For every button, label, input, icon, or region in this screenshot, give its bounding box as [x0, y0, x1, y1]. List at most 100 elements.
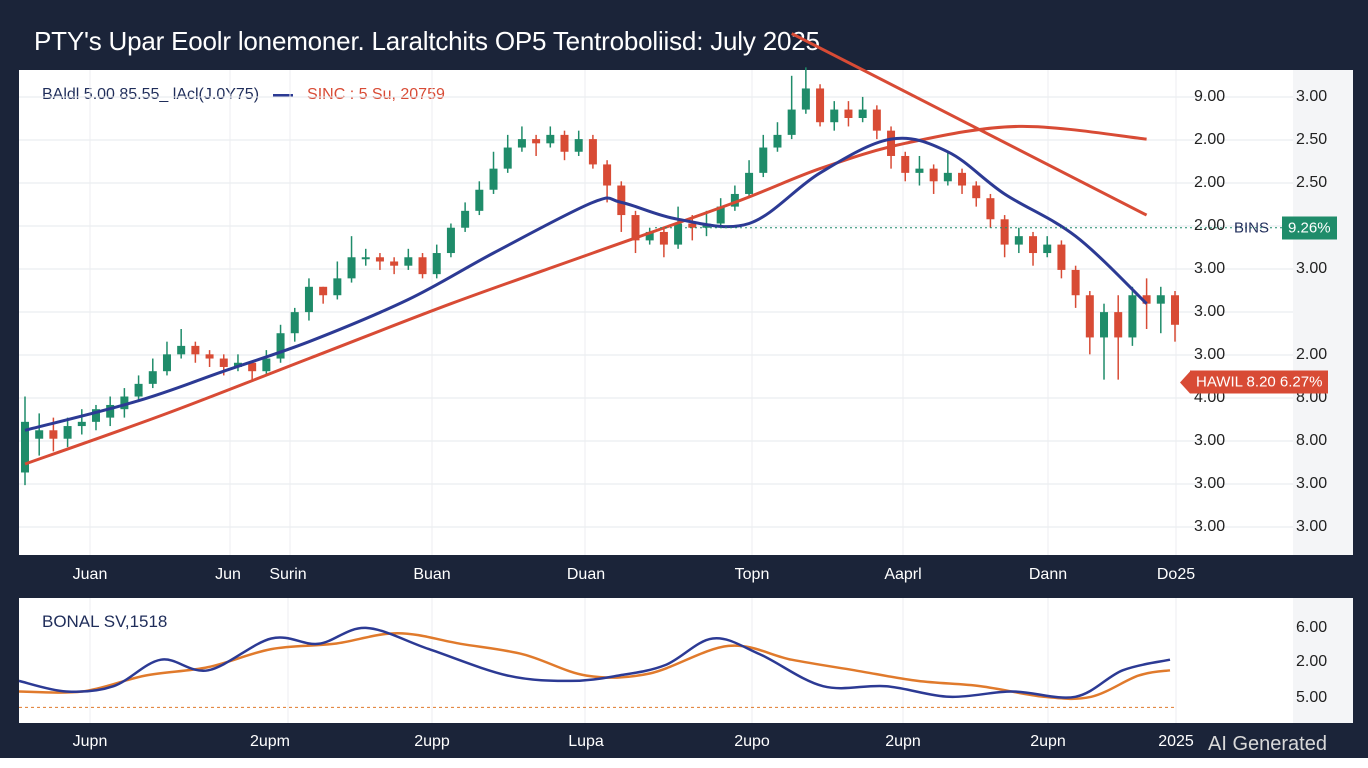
candle-down — [49, 430, 58, 439]
last-price-tag: HAWIL 8.20 6.27% — [1190, 370, 1329, 394]
candle-up — [35, 430, 44, 439]
candle-up — [347, 257, 356, 279]
y-tick-label-outer: 3.00 — [1296, 260, 1328, 277]
y-tick-label-inner: 3.00 — [1194, 346, 1226, 363]
oscillator-label: BONAL SV,1518 — [42, 612, 168, 631]
candle-up — [276, 333, 285, 359]
candle-up — [106, 404, 115, 418]
y-tick-label-inner: 3.00 — [1194, 518, 1226, 535]
y-tick-label-osc: 5.00 — [1296, 689, 1328, 706]
candle-down — [560, 134, 569, 152]
oscillator-fast-line — [18, 626, 1171, 699]
candle-down — [929, 168, 938, 182]
candle-up — [489, 168, 498, 190]
candle-up — [304, 286, 313, 313]
candle-up — [262, 358, 271, 372]
candle-down — [844, 109, 853, 118]
candle-up — [177, 345, 186, 355]
red-ma-line — [24, 124, 1147, 466]
legend-blue-label: BAldl 5.00 85.55_ lAcl(J.0Y75) — [42, 86, 260, 103]
x-tick-label-osc: Jupn — [72, 733, 108, 750]
y-tick-label-outer: 2.00 — [1296, 346, 1328, 363]
legend: BAldl 5.00 85.55_ lAcl(J.0Y75) SINC : 5 … — [42, 86, 445, 104]
candle-up — [517, 139, 526, 148]
candle-down — [248, 362, 257, 372]
x-tick-label-osc: 2upo — [734, 733, 770, 750]
candle-up — [574, 139, 583, 152]
y-tick-label-outer: 8.00 — [1296, 432, 1328, 449]
candle-up — [943, 172, 952, 182]
legend-blue-swatch — [273, 93, 294, 97]
candle-down — [1114, 312, 1123, 338]
legend-red-label: SINC : 5 Su, 20759 — [307, 86, 445, 103]
candle-down — [191, 345, 200, 355]
y-tick-label-osc: 6.00 — [1296, 619, 1328, 636]
x-tick-label-osc: 2025 — [1158, 733, 1194, 750]
candle-up — [1014, 236, 1023, 245]
candle-down — [1000, 219, 1009, 245]
candle-down — [816, 88, 825, 123]
candle-up — [745, 172, 754, 194]
x-tick-label: Buan — [413, 566, 451, 583]
candle-up — [1043, 244, 1052, 254]
candle-down — [1071, 269, 1080, 296]
y-tick-label-outer: 2.50 — [1296, 174, 1328, 191]
candle-up — [63, 426, 72, 439]
candle-down — [958, 172, 967, 186]
candle-up — [361, 257, 370, 260]
blue-ma-line — [24, 136, 1148, 432]
y-tick-label-inner: 2.00 — [1194, 174, 1226, 191]
y-tick-label-outer: 2.50 — [1296, 131, 1328, 148]
x-tick-label-osc: 2upn — [885, 733, 921, 750]
x-tick-label: Jun — [215, 566, 241, 583]
candle-down — [532, 139, 541, 144]
candle-down — [1029, 236, 1038, 254]
candle-down — [901, 155, 910, 173]
candle-up — [645, 231, 654, 241]
horizontal-level-tag: 9.26% — [1282, 216, 1337, 240]
x-tick-label: Do25 — [1156, 566, 1196, 583]
x-tick-label: Topn — [734, 566, 770, 583]
watermark: AI Generated — [1208, 733, 1327, 755]
candle-down — [986, 198, 995, 220]
oscillator-slow-line — [18, 631, 1171, 701]
candle-up — [759, 147, 768, 173]
candle-up — [787, 109, 796, 135]
x-tick-label-osc: 2upn — [1030, 733, 1066, 750]
x-tick-label: Duan — [566, 566, 606, 583]
candle-up — [21, 421, 29, 473]
candle-up — [290, 312, 299, 334]
candle-up — [134, 383, 143, 397]
candle-down — [1142, 295, 1151, 304]
candle-down — [872, 109, 881, 131]
y-tick-label-inner: 2.00 — [1194, 217, 1226, 234]
candle-up — [1128, 295, 1137, 338]
candle-up — [1100, 312, 1109, 338]
y-tick-label-inner: 3.00 — [1194, 475, 1226, 492]
candle-up — [333, 278, 342, 296]
chart-title: PTY's Upar Eoolr lonemoner. Laraltchits … — [34, 26, 820, 56]
y-tick-label-inner: 9.00 — [1194, 88, 1226, 105]
x-tick-label: Juan — [72, 566, 108, 583]
y-tick-label-inner: 3.00 — [1194, 432, 1226, 449]
candle-up — [148, 371, 157, 384]
candle-up — [77, 421, 86, 427]
candle-up — [475, 189, 484, 211]
candle-up — [858, 109, 867, 118]
candle-down — [219, 358, 228, 367]
candle-down — [603, 164, 612, 186]
candle-down — [688, 223, 697, 228]
candle-down — [375, 257, 384, 262]
candle-down — [390, 261, 399, 266]
y-tick-label-outer: 3.00 — [1296, 518, 1328, 535]
x-tick-label: Aaprl — [884, 566, 922, 583]
candle-up — [503, 147, 512, 169]
candle-down — [617, 185, 626, 216]
x-tick-label-osc: Lupa — [568, 733, 604, 750]
candle-up — [674, 223, 683, 245]
candle-up — [1156, 295, 1165, 304]
candle-up — [404, 257, 413, 266]
candle-down — [418, 257, 427, 275]
candle-up — [801, 88, 810, 110]
